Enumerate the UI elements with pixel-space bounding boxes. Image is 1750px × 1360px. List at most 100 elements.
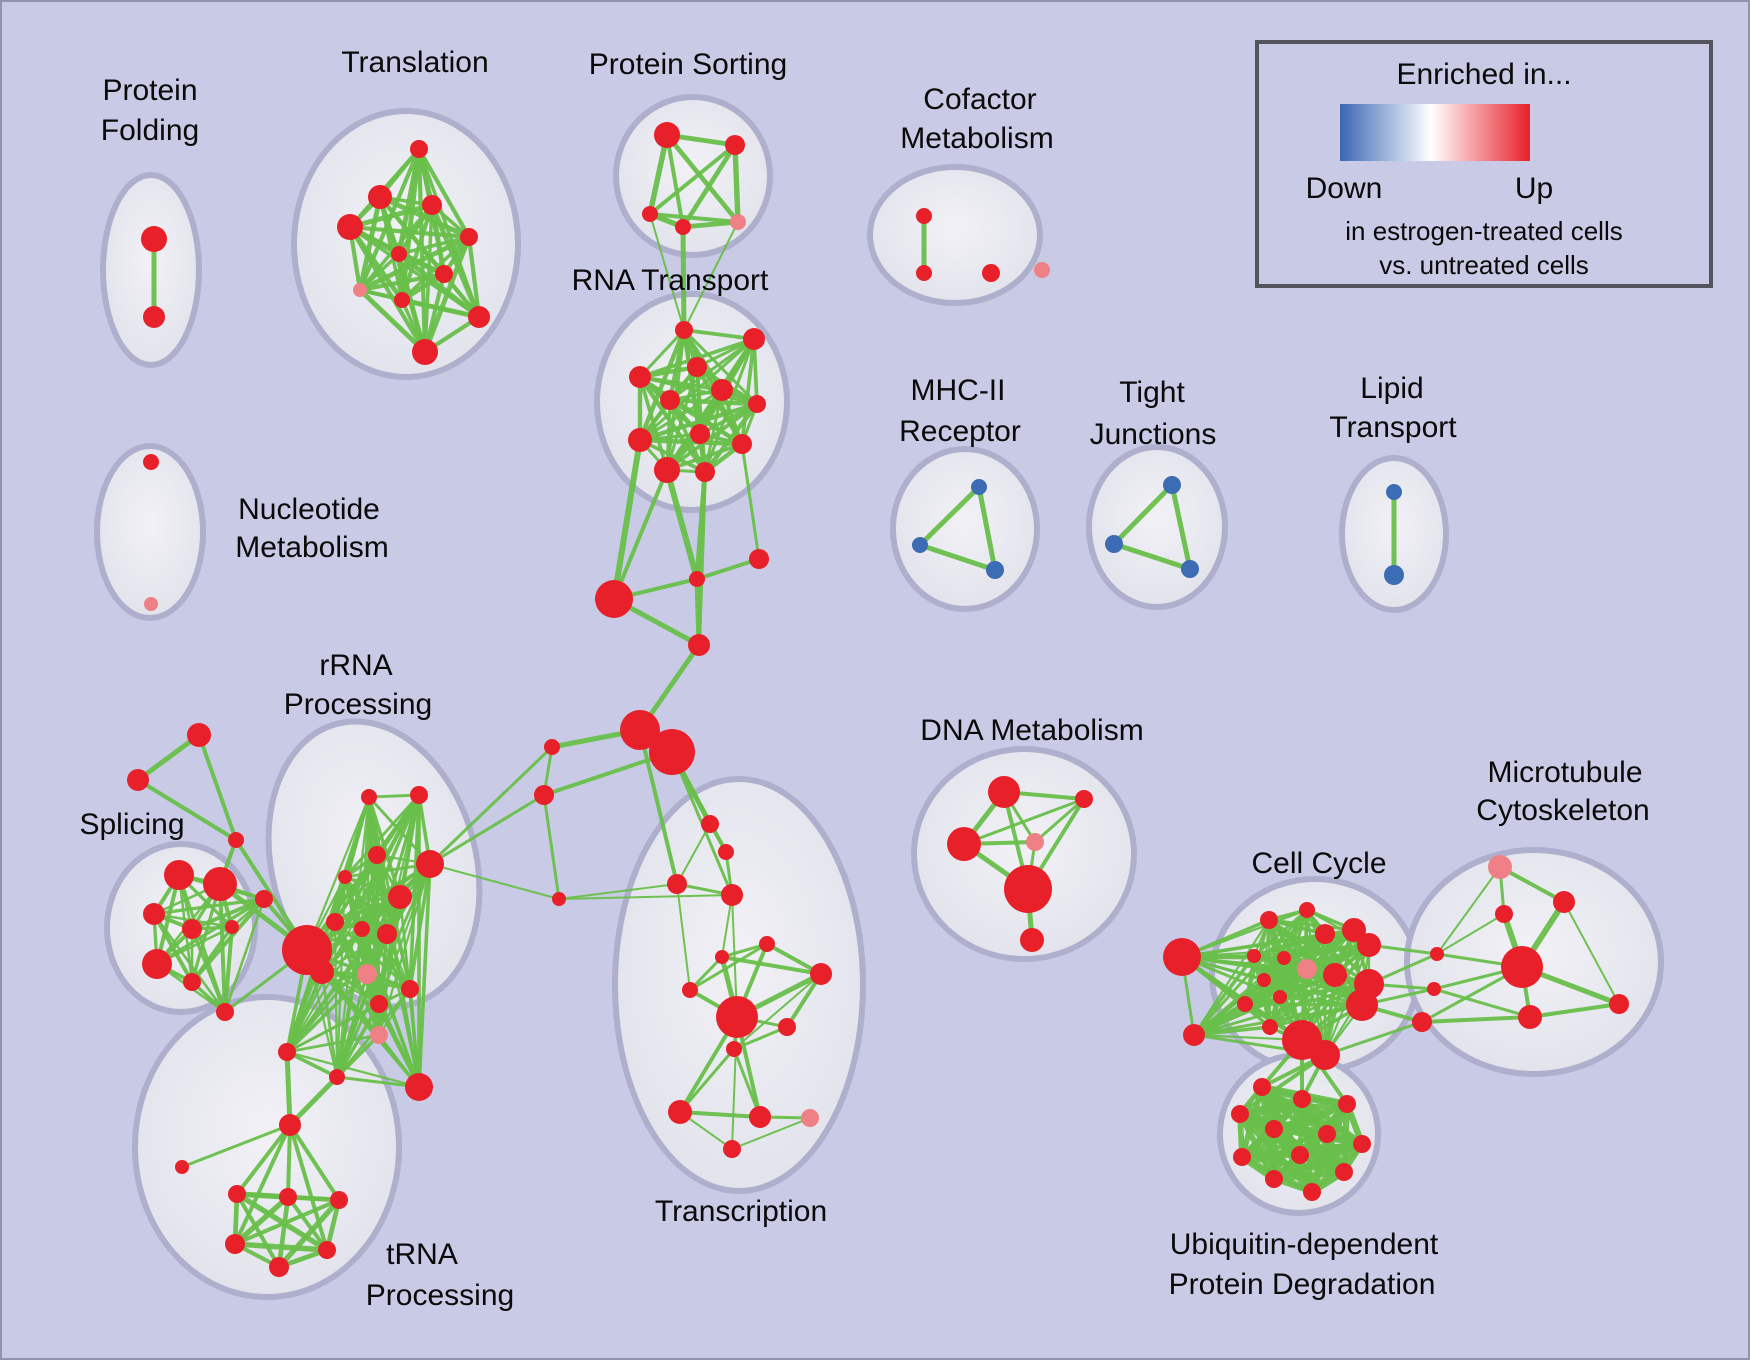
cell-cycle-node[interactable] bbox=[1357, 933, 1381, 957]
transcription-node[interactable] bbox=[552, 892, 566, 906]
rrna-processing-node[interactable] bbox=[401, 980, 419, 998]
rrna-processing-node[interactable] bbox=[326, 913, 344, 931]
cofactor-metabolism-node[interactable] bbox=[1034, 262, 1050, 278]
ubiquitin-degradation-node[interactable] bbox=[1338, 1095, 1356, 1113]
lipid-transport-node[interactable] bbox=[1386, 484, 1402, 500]
microtubule-cytoskeleton-node[interactable] bbox=[1518, 1005, 1542, 1029]
trna-processing-node[interactable] bbox=[225, 1234, 245, 1254]
rna-transport-node[interactable] bbox=[690, 424, 710, 444]
cofactor-metabolism-node[interactable] bbox=[916, 208, 932, 224]
mhc-ii-receptor-node[interactable] bbox=[986, 561, 1004, 579]
splicing-node[interactable] bbox=[182, 919, 202, 939]
cell-cycle-node[interactable] bbox=[1315, 924, 1335, 944]
tight-junctions-node[interactable] bbox=[1105, 535, 1123, 553]
bridge-center-node[interactable] bbox=[544, 739, 560, 755]
ubiquitin-degradation-node[interactable] bbox=[1335, 1163, 1353, 1181]
rna-transport-node[interactable] bbox=[660, 390, 680, 410]
cell-cycle-node[interactable] bbox=[1346, 989, 1378, 1021]
splicing-node[interactable] bbox=[216, 1003, 234, 1021]
rrna-processing-node[interactable] bbox=[416, 850, 444, 878]
transcription-node[interactable] bbox=[721, 884, 743, 906]
splicing-node[interactable] bbox=[142, 949, 172, 979]
cell-cycle-node[interactable] bbox=[1183, 1024, 1205, 1046]
rrna-processing-node[interactable] bbox=[338, 870, 352, 884]
rna-transport-node[interactable] bbox=[732, 434, 752, 454]
rrna-processing-node[interactable] bbox=[361, 789, 377, 805]
microtubule-cytoskeleton-node[interactable] bbox=[1488, 855, 1512, 879]
transcription-node[interactable] bbox=[668, 1100, 692, 1124]
microtubule-cytoskeleton-node[interactable] bbox=[1427, 982, 1441, 996]
rrna-processing-node[interactable] bbox=[377, 924, 397, 944]
bridge-center-node[interactable] bbox=[688, 634, 710, 656]
transcription-node[interactable] bbox=[749, 1106, 771, 1128]
ubiquitin-degradation-node[interactable] bbox=[1353, 1135, 1371, 1153]
microtubule-cytoskeleton-node[interactable] bbox=[1501, 946, 1543, 988]
translation-node[interactable] bbox=[460, 228, 478, 246]
cell-cycle-node[interactable] bbox=[1257, 973, 1271, 987]
translation-node[interactable] bbox=[435, 265, 453, 283]
transcription-node[interactable] bbox=[759, 936, 775, 952]
rna-transport-node[interactable] bbox=[748, 395, 766, 413]
splicing-node[interactable] bbox=[183, 973, 201, 991]
tight-junctions-node[interactable] bbox=[1163, 476, 1181, 494]
cell-cycle-node[interactable] bbox=[1299, 902, 1315, 918]
cell-cycle-node[interactable] bbox=[1247, 949, 1261, 963]
trna-processing-node[interactable] bbox=[318, 1241, 336, 1259]
protein-folding-node[interactable] bbox=[141, 226, 167, 252]
cell-cycle-node[interactable] bbox=[1237, 996, 1253, 1012]
ubiquitin-degradation-node[interactable] bbox=[1291, 1146, 1309, 1164]
translation-node[interactable] bbox=[391, 246, 407, 262]
tight-junctions-node[interactable] bbox=[1181, 560, 1199, 578]
protein-sorting-node[interactable] bbox=[725, 135, 745, 155]
cofactor-metabolism-node[interactable] bbox=[982, 264, 1000, 282]
bridge-center-node[interactable] bbox=[689, 571, 705, 587]
transcription-node[interactable] bbox=[726, 1041, 742, 1057]
rna-transport-node[interactable] bbox=[743, 328, 765, 350]
rna-transport-node[interactable] bbox=[675, 321, 693, 339]
microtubule-cytoskeleton-node[interactable] bbox=[1412, 1012, 1432, 1032]
microtubule-cytoskeleton-node[interactable] bbox=[1495, 905, 1513, 923]
transcription-node[interactable] bbox=[667, 874, 687, 894]
splicing-node[interactable] bbox=[225, 920, 239, 934]
translation-node[interactable] bbox=[394, 292, 410, 308]
splicing-node[interactable] bbox=[164, 860, 194, 890]
rna-transport-node[interactable] bbox=[687, 357, 707, 377]
rrna-processing-node[interactable] bbox=[368, 846, 386, 864]
protein-sorting-node[interactable] bbox=[675, 219, 691, 235]
trna-processing-node[interactable] bbox=[330, 1191, 348, 1209]
ubiquitin-degradation-node[interactable] bbox=[1231, 1105, 1249, 1123]
microtubule-cytoskeleton-node[interactable] bbox=[1609, 994, 1629, 1014]
rna-transport-node[interactable] bbox=[654, 457, 680, 483]
rrna-processing-node[interactable] bbox=[388, 885, 412, 909]
cell-cycle-node[interactable] bbox=[1260, 911, 1278, 929]
translation-node[interactable] bbox=[468, 306, 490, 328]
dna-metabolism-node[interactable] bbox=[1026, 833, 1044, 851]
transcription-node[interactable] bbox=[801, 1109, 819, 1127]
bridge-center-node[interactable] bbox=[534, 785, 554, 805]
bridge-center-node[interactable] bbox=[649, 729, 695, 775]
nucleotide-metabolism-node[interactable] bbox=[144, 597, 158, 611]
transcription-node[interactable] bbox=[682, 982, 698, 998]
microtubule-cytoskeleton-node[interactable] bbox=[1430, 947, 1444, 961]
cell-cycle-node[interactable] bbox=[1273, 990, 1287, 1004]
trna-processing-node[interactable] bbox=[228, 1185, 246, 1203]
cofactor-metabolism-node[interactable] bbox=[916, 265, 932, 281]
dna-metabolism-node[interactable] bbox=[1020, 928, 1044, 952]
ubiquitin-degradation-node[interactable] bbox=[1293, 1090, 1311, 1108]
splicing-bridge-node[interactable] bbox=[228, 832, 244, 848]
rrna-processing-node[interactable] bbox=[354, 921, 370, 937]
ubiquitin-degradation-node[interactable] bbox=[1265, 1120, 1283, 1138]
splicing-node[interactable] bbox=[203, 867, 237, 901]
cell-cycle-node[interactable] bbox=[1297, 959, 1317, 979]
transcription-node[interactable] bbox=[718, 844, 734, 860]
cell-cycle-node[interactable] bbox=[1262, 1019, 1278, 1035]
translation-node[interactable] bbox=[422, 195, 442, 215]
splicing-node[interactable] bbox=[143, 903, 165, 925]
dna-metabolism-node[interactable] bbox=[988, 776, 1020, 808]
transcription-node[interactable] bbox=[778, 1018, 796, 1036]
cell-cycle-node[interactable] bbox=[1277, 951, 1291, 965]
rrna-processing-node[interactable] bbox=[329, 1069, 345, 1085]
trna-processing-node[interactable] bbox=[279, 1188, 297, 1206]
trna-processing-node[interactable] bbox=[175, 1160, 189, 1174]
transcription-node[interactable] bbox=[723, 1140, 741, 1158]
